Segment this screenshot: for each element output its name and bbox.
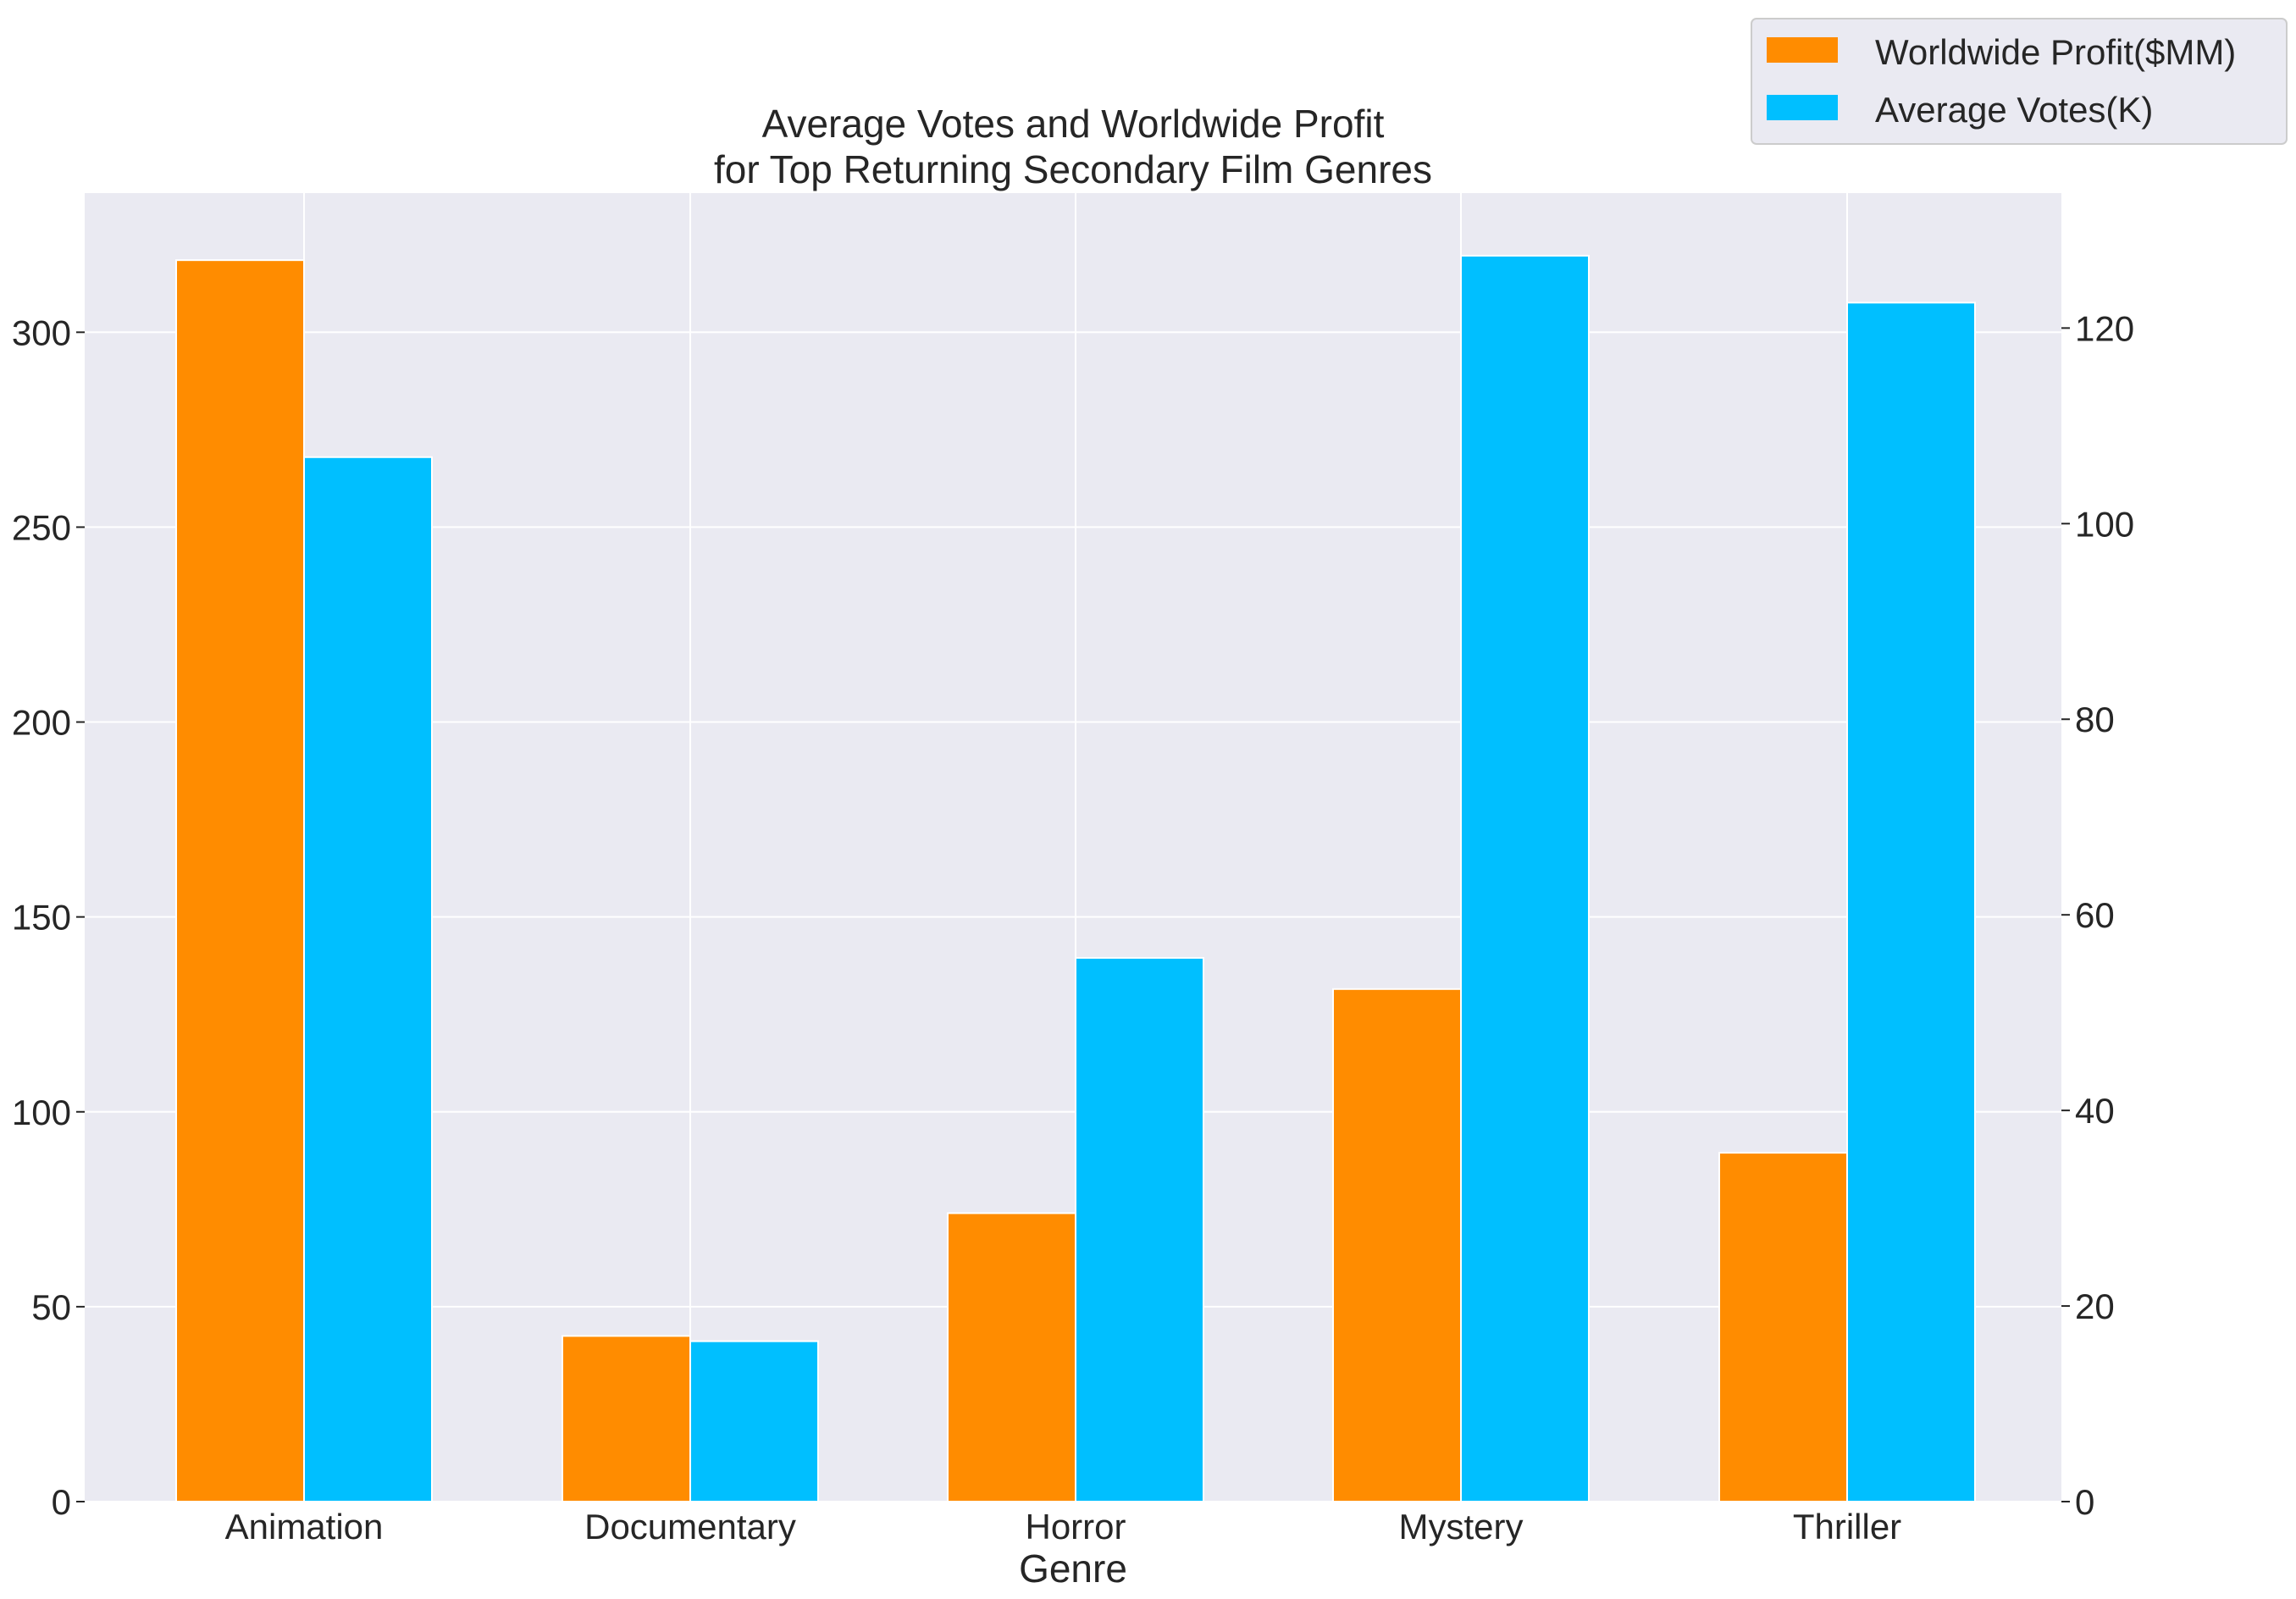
legend-frame	[1751, 18, 2288, 145]
axes: Animation Documentary Horror Mystery Thrille…	[12, 308, 2134, 1546]
y-right-tick-label-1: 20	[2075, 1286, 2115, 1326]
y-right-tick-label-3: 60	[2075, 895, 2115, 935]
legend-label-profit: Worldwide Profit($MM)	[1875, 32, 2236, 72]
y-right-tick-label-0: 0	[2075, 1482, 2094, 1522]
bars	[175, 254, 1976, 1503]
x-tick-label-thriller: Thriller	[1793, 1507, 1901, 1546]
legend-swatch-votes	[1767, 95, 1838, 120]
x-axis-label: Genre	[1019, 1546, 1127, 1591]
y-left-tick-label-3: 150	[12, 898, 71, 938]
y-right-tick-label-6: 120	[2075, 308, 2134, 348]
y-left-tick-label-6: 300	[12, 313, 71, 352]
bar-votes-thriller	[1846, 302, 1976, 1502]
x-tick-label-horror: Horror	[1025, 1507, 1126, 1546]
y-left-tick-label-5: 250	[12, 507, 71, 547]
chart-title-line2: for Top Returning Secondary Film Genres	[714, 147, 1432, 191]
legend-label-votes: Average Votes(K)	[1875, 90, 2153, 130]
bar-votes-mystery	[1460, 254, 1590, 1502]
y-left-tick-label-2: 100	[12, 1093, 71, 1132]
y-right-tick-label-2: 40	[2075, 1091, 2115, 1131]
bar-profit-animation	[175, 259, 305, 1503]
bar-profit-horror	[947, 1212, 1076, 1503]
bar-profit-documentary	[562, 1335, 691, 1502]
y-left-tick-label-0: 0	[52, 1482, 71, 1522]
y-right-tick-label-5: 100	[2075, 504, 2134, 544]
bar-votes-horror	[1075, 956, 1204, 1502]
legend-swatch-profit	[1767, 37, 1838, 63]
y-right-tick-label-4: 80	[2075, 700, 2115, 739]
x-tick-label-mystery: Mystery	[1399, 1507, 1524, 1546]
y-left-tick-label-4: 200	[12, 703, 71, 743]
bar-profit-thriller	[1718, 1152, 1848, 1502]
y-left-tick-label-1: 50	[31, 1287, 71, 1327]
legend: Worldwide Profit($MM) Average Votes(K)	[1751, 18, 2288, 145]
bar-votes-animation	[303, 456, 433, 1503]
chart-title-line1: Average Votes and Worldwide Profit	[762, 102, 1385, 146]
x-tick-label-animation: Animation	[225, 1507, 384, 1546]
bar-profit-mystery	[1332, 988, 1462, 1502]
x-tick-label-documentary: Documentary	[584, 1507, 796, 1546]
bar-votes-documentary	[689, 1340, 819, 1502]
